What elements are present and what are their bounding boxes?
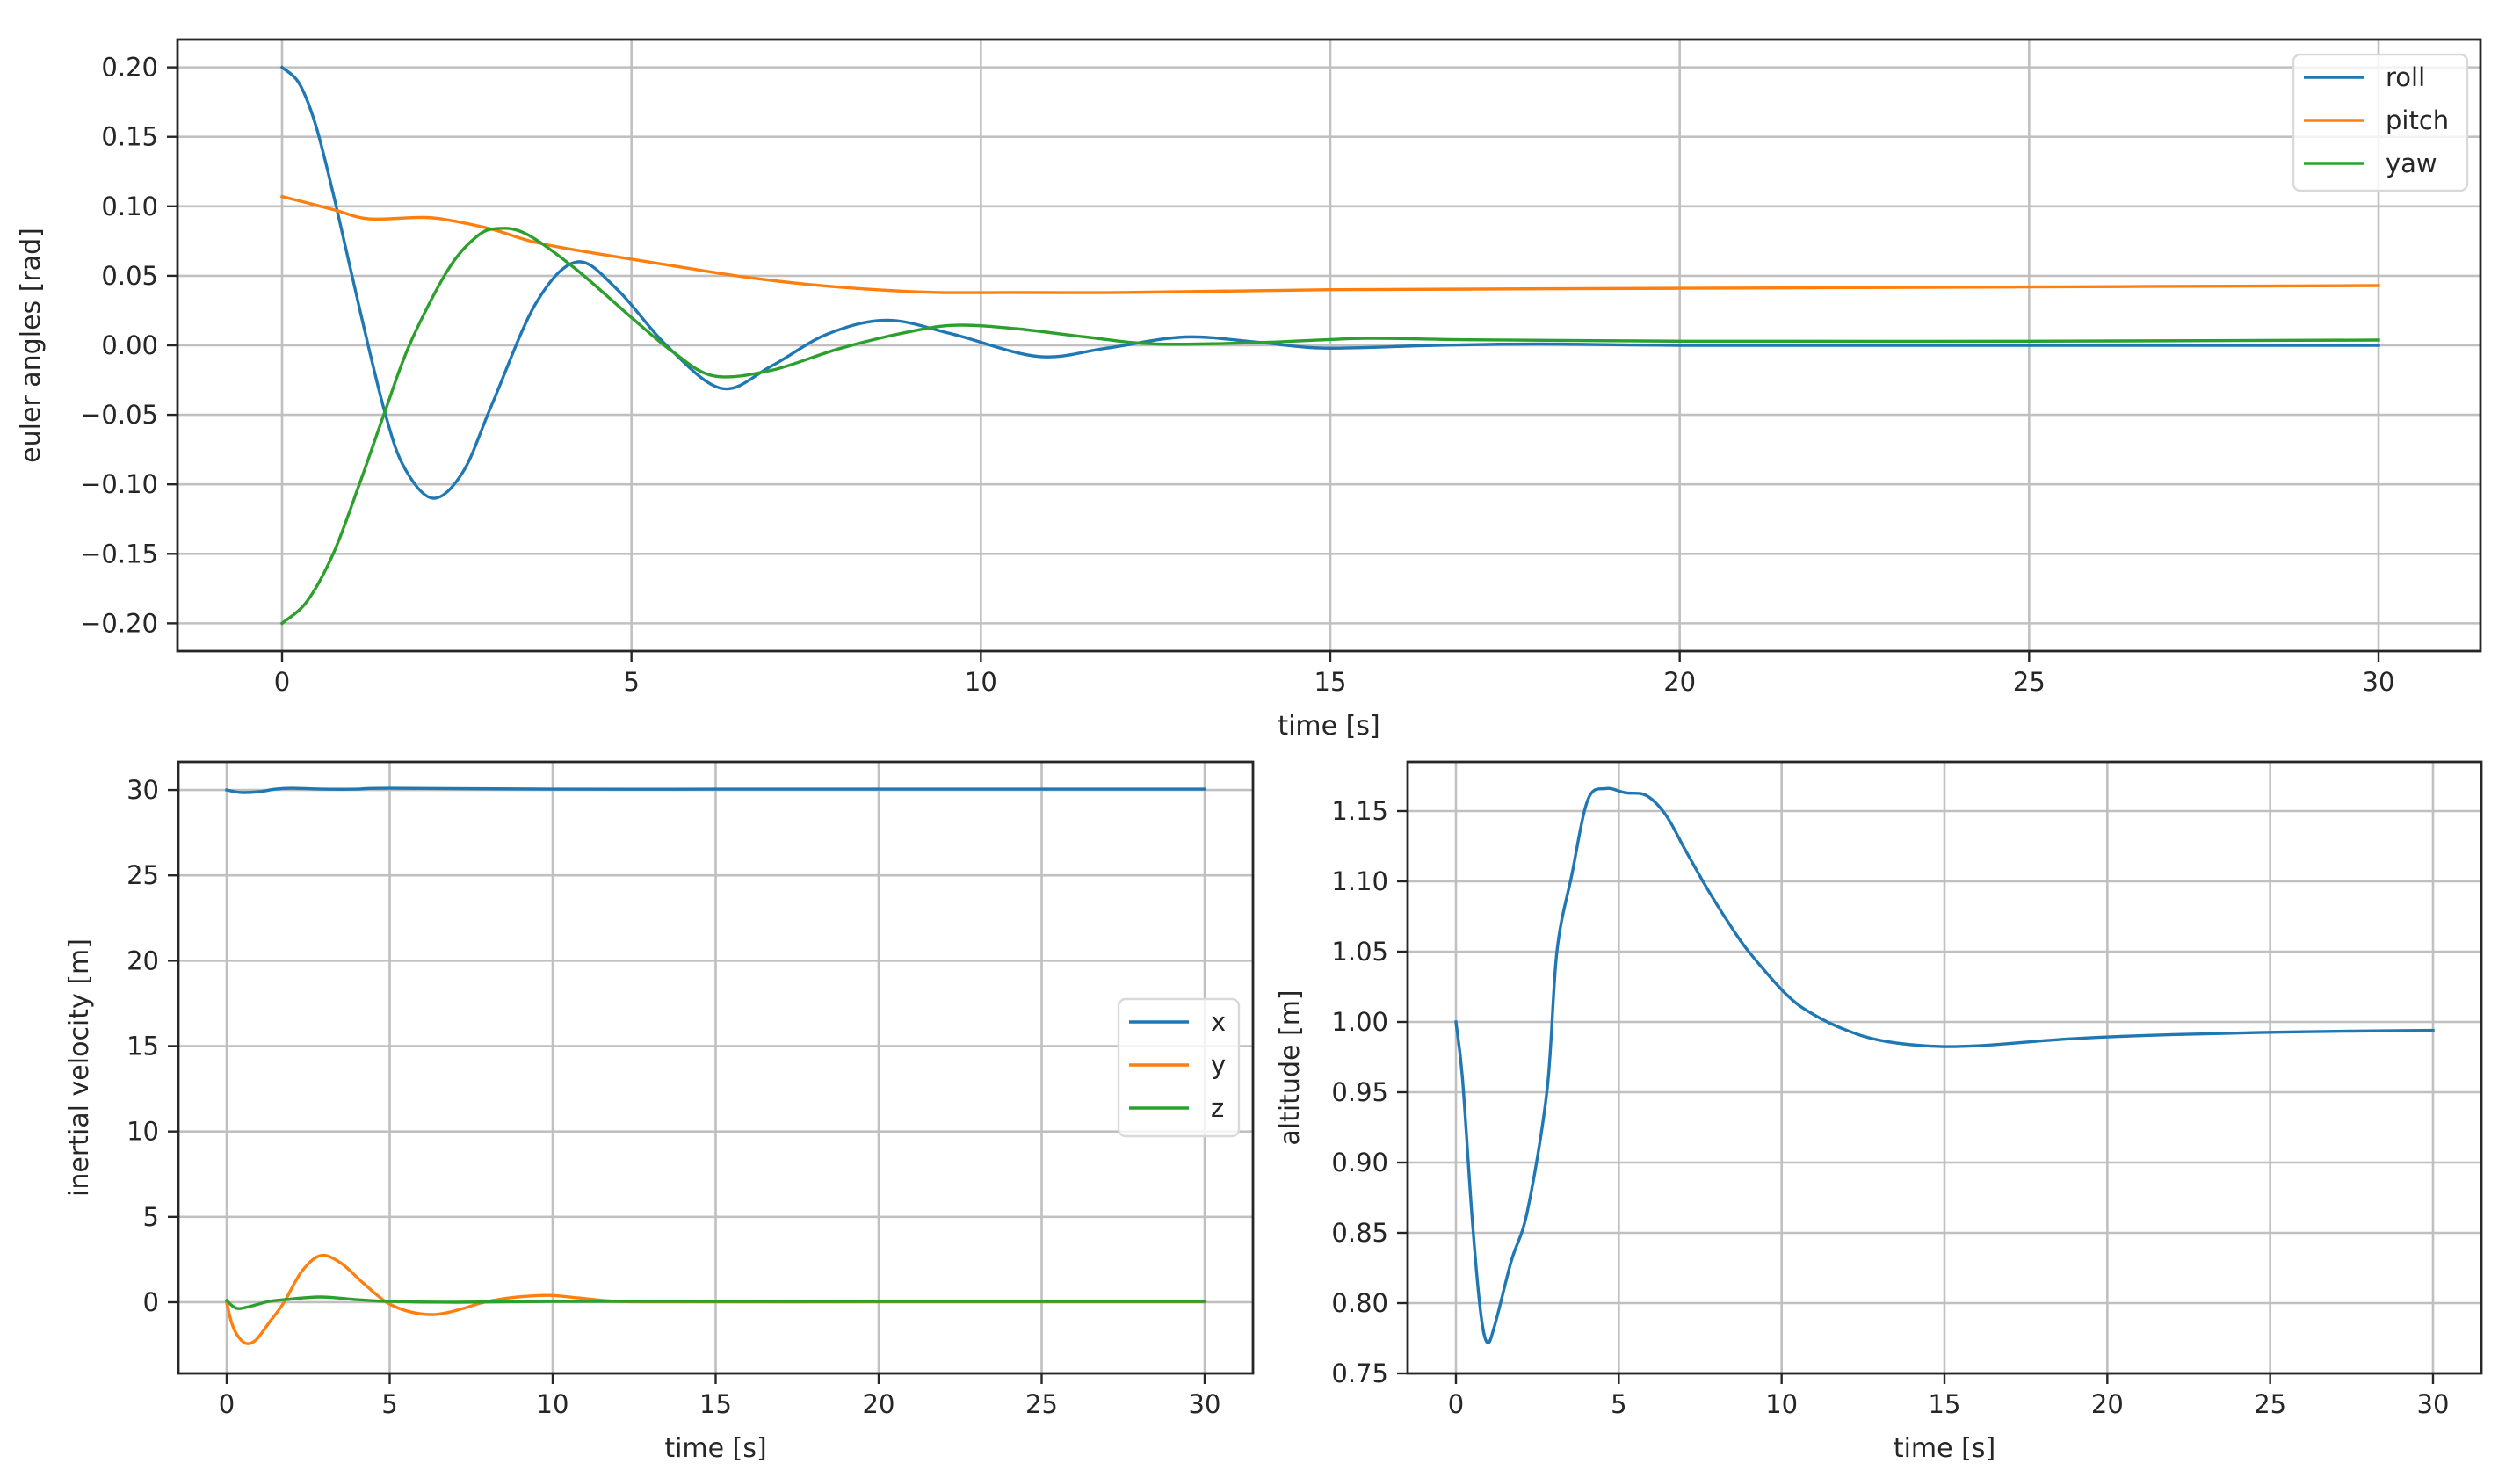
y-tick-label: 1.15 xyxy=(1331,796,1388,826)
y-tick-label: 20 xyxy=(127,945,159,975)
y-tick-label: 0 xyxy=(143,1287,159,1317)
x-axis: 0 5 10 15 20 25 30 time [s] xyxy=(219,1373,1221,1464)
x-tick-label: 15 xyxy=(1314,667,1347,697)
altitude-chart: 0 5 10 15 20 25 30 time [s] 1.15 1.10 1.05 1.00 0.95… xyxy=(1275,760,2483,1464)
legend: xyz xyxy=(1117,997,1241,1138)
legend-box xyxy=(1117,997,1241,1138)
y-tick-label: 25 xyxy=(127,860,159,890)
y-tick-label: 0.05 xyxy=(101,261,158,291)
y-axis-label: altitude [m] xyxy=(1275,989,1306,1145)
y-tick-label: −0.05 xyxy=(80,400,158,430)
series-line-altitude xyxy=(1454,786,2435,1345)
x-tick-label: 25 xyxy=(2254,1389,2286,1419)
y-tick-label: 0.00 xyxy=(101,330,158,360)
x-tick-label: 0 xyxy=(219,1389,235,1419)
legend: roll pitch yaw xyxy=(2292,53,2469,192)
x-axis: 0 5 10 15 20 25 30 time [s] xyxy=(274,651,2395,742)
y-tick-label: 0.75 xyxy=(1331,1358,1388,1388)
legend-item-pitch: pitch xyxy=(2304,105,2449,135)
y-tick-label: 1.05 xyxy=(1331,937,1388,967)
x-tick-label: 15 xyxy=(1929,1389,1961,1419)
legend-label: z xyxy=(1211,1093,1224,1123)
legend-item-z: z xyxy=(1129,1093,1224,1123)
y-tick-label: 0.80 xyxy=(1331,1288,1388,1318)
series-line-z xyxy=(224,1295,1206,1310)
y-tick-label: 1.00 xyxy=(1331,1007,1388,1037)
x-tick-label: 20 xyxy=(1663,667,1696,697)
x-tick-label: 25 xyxy=(2013,667,2046,697)
y-tick-label: 0.20 xyxy=(101,53,158,83)
x-tick-label: 10 xyxy=(965,667,997,697)
y-tick-label: 0.95 xyxy=(1331,1077,1388,1107)
legend-label: yaw xyxy=(2386,149,2437,178)
legend-box xyxy=(2292,53,2469,192)
y-tick-label: −0.20 xyxy=(80,608,158,638)
x-tick-label: 30 xyxy=(2417,1389,2450,1419)
series-line-pitch xyxy=(279,194,2380,294)
legend-label: y xyxy=(1211,1050,1226,1080)
inertial-velocity-chart: 0 5 10 15 20 25 30 time [s] 30 25 20 15 10 5 0 inertial… xyxy=(64,760,1255,1464)
legend-item-roll: roll xyxy=(2304,62,2425,92)
y-axis: 0.20 0.15 0.10 0.05 0.00 −0.05 −0.10 −0.15 −0.20… xyxy=(16,53,177,638)
y-tick-label: 1.10 xyxy=(1331,866,1388,896)
x-tick-label: 20 xyxy=(863,1389,895,1419)
x-axis-label: time [s] xyxy=(1278,711,1379,742)
y-tick-label: 0.10 xyxy=(101,192,158,221)
legend-item-x: x xyxy=(1129,1007,1226,1037)
x-axis-label: time [s] xyxy=(1894,1433,1995,1464)
legend-label: pitch xyxy=(2386,105,2449,135)
x-tick-label: 30 xyxy=(1189,1389,1221,1419)
y-tick-label: 15 xyxy=(127,1032,159,1061)
y-tick-label: 30 xyxy=(127,775,159,805)
x-tick-label: 25 xyxy=(1025,1389,1058,1419)
y-tick-label: 10 xyxy=(127,1117,159,1147)
x-axis: 0 5 10 15 20 25 30 time [s] xyxy=(1448,1373,2450,1464)
gridlines xyxy=(178,762,1253,1373)
gridlines xyxy=(177,40,2480,651)
y-tick-label: 0.15 xyxy=(101,122,158,152)
legend-label: x xyxy=(1211,1007,1226,1037)
x-tick-label: 5 xyxy=(623,667,639,697)
y-axis-label: euler angles [rad] xyxy=(16,228,47,463)
series-line-x xyxy=(224,786,1206,794)
legend-item-y: y xyxy=(1129,1050,1226,1080)
y-tick-label: 0.85 xyxy=(1331,1218,1388,1248)
y-axis-label: inertial velocity [m] xyxy=(64,938,95,1197)
y-tick-label: 0.90 xyxy=(1331,1148,1388,1177)
x-tick-label: 15 xyxy=(699,1389,732,1419)
y-tick-label: −0.10 xyxy=(80,469,158,499)
legend-label: roll xyxy=(2386,62,2425,92)
x-tick-label: 10 xyxy=(537,1389,569,1419)
data-series xyxy=(279,65,2380,626)
data-series xyxy=(1454,786,2435,1345)
x-tick-label: 20 xyxy=(2091,1389,2124,1419)
x-tick-label: 5 xyxy=(1611,1389,1626,1419)
x-axis-label: time [s] xyxy=(664,1433,766,1464)
x-tick-label: 0 xyxy=(274,667,290,697)
legend-item-yaw: yaw xyxy=(2304,149,2437,178)
x-tick-label: 30 xyxy=(2363,667,2395,697)
y-tick-label: 5 xyxy=(143,1202,159,1232)
y-axis: 30 25 20 15 10 5 0 inertial velocity [m] xyxy=(64,775,178,1317)
euler-angles-chart: 0 5 10 15 20 25 30 time [s] 0.20 0.15 0.10 0.05 0.00… xyxy=(16,38,2482,742)
series-line-yaw xyxy=(279,227,2380,626)
gridlines xyxy=(1408,762,2481,1375)
y-tick-label: −0.15 xyxy=(80,539,158,569)
x-tick-label: 5 xyxy=(381,1389,397,1419)
x-tick-label: 10 xyxy=(1765,1389,1798,1419)
x-tick-label: 0 xyxy=(1448,1389,1464,1419)
data-series xyxy=(224,786,1206,1345)
y-axis: 1.15 1.10 1.05 1.00 0.95 0.90 0.85 0.80 0.75 alti… xyxy=(1275,796,1408,1388)
